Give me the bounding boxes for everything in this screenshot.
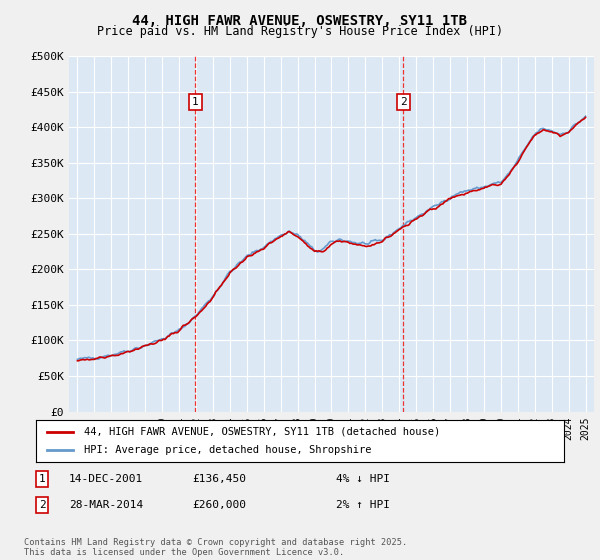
Text: HPI: Average price, detached house, Shropshire: HPI: Average price, detached house, Shro…	[83, 445, 371, 455]
Text: 1: 1	[192, 97, 199, 107]
Text: 2% ↑ HPI: 2% ↑ HPI	[336, 500, 390, 510]
Text: 1: 1	[38, 474, 46, 484]
Text: 44, HIGH FAWR AVENUE, OSWESTRY, SY11 1TB (detached house): 44, HIGH FAWR AVENUE, OSWESTRY, SY11 1TB…	[83, 427, 440, 437]
Text: 28-MAR-2014: 28-MAR-2014	[69, 500, 143, 510]
Text: Contains HM Land Registry data © Crown copyright and database right 2025.
This d: Contains HM Land Registry data © Crown c…	[24, 538, 407, 557]
Text: Price paid vs. HM Land Registry's House Price Index (HPI): Price paid vs. HM Land Registry's House …	[97, 25, 503, 38]
Text: £136,450: £136,450	[192, 474, 246, 484]
Text: 4% ↓ HPI: 4% ↓ HPI	[336, 474, 390, 484]
Text: £260,000: £260,000	[192, 500, 246, 510]
Text: 2: 2	[400, 97, 407, 107]
Text: 2: 2	[38, 500, 46, 510]
Text: 14-DEC-2001: 14-DEC-2001	[69, 474, 143, 484]
Text: 44, HIGH FAWR AVENUE, OSWESTRY, SY11 1TB: 44, HIGH FAWR AVENUE, OSWESTRY, SY11 1TB	[133, 14, 467, 28]
